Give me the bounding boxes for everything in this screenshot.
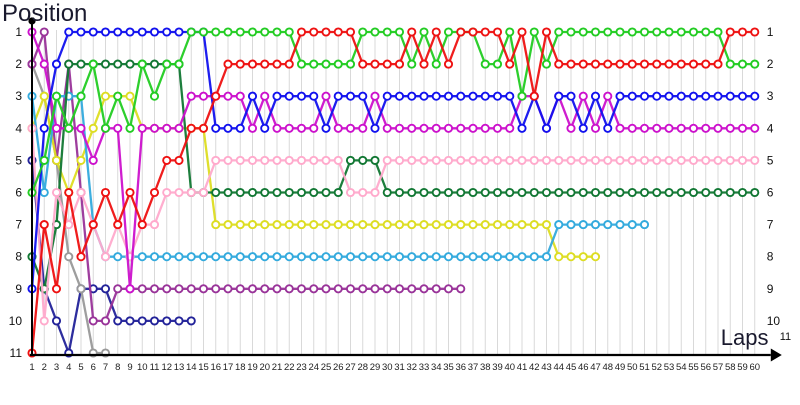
svg-text:3: 3 [767,89,774,103]
svg-text:6: 6 [91,362,96,373]
svg-text:15: 15 [198,362,209,373]
svg-text:29: 29 [370,362,381,373]
svg-text:19: 19 [247,362,258,373]
svg-text:7: 7 [103,362,108,373]
svg-text:23: 23 [296,362,307,373]
svg-text:37: 37 [468,362,479,373]
svg-text:10: 10 [137,362,148,373]
svg-text:18: 18 [235,362,246,373]
svg-text:45: 45 [566,362,577,373]
svg-text:39: 39 [492,362,503,373]
svg-text:57: 57 [713,362,724,373]
svg-text:7: 7 [15,218,22,232]
svg-text:1: 1 [29,362,34,373]
svg-text:6: 6 [767,186,774,200]
svg-text:11: 11 [150,362,160,373]
svg-text:13: 13 [174,362,185,373]
svg-text:33: 33 [419,362,430,373]
svg-text:55: 55 [688,362,699,373]
svg-text:46: 46 [578,362,589,373]
svg-text:35: 35 [443,362,454,373]
svg-text:31: 31 [394,362,405,373]
svg-text:2: 2 [15,57,22,71]
svg-text:38: 38 [480,362,491,373]
svg-text:21: 21 [272,362,283,373]
svg-text:5: 5 [78,362,83,373]
svg-text:48: 48 [602,362,613,373]
svg-text:10: 10 [767,314,781,328]
svg-text:5: 5 [767,153,774,167]
svg-text:59: 59 [737,362,748,373]
svg-text:22: 22 [284,362,295,373]
svg-text:27: 27 [345,362,356,373]
svg-text:Laps: Laps [721,325,769,350]
svg-text:26: 26 [333,362,344,373]
svg-text:3: 3 [54,362,59,373]
svg-text:5: 5 [15,153,22,167]
svg-text:4: 4 [767,121,774,135]
svg-text:1: 1 [15,25,22,39]
svg-text:52: 52 [651,362,662,373]
svg-text:30: 30 [382,362,393,373]
svg-text:9: 9 [767,282,774,296]
svg-text:14: 14 [186,362,197,373]
svg-text:34: 34 [431,362,442,373]
svg-text:43: 43 [541,362,552,373]
svg-text:47: 47 [590,362,601,373]
svg-text:1: 1 [767,25,774,39]
svg-text:32: 32 [406,362,417,373]
svg-text:12: 12 [161,362,172,373]
svg-text:6: 6 [15,186,22,200]
svg-text:51: 51 [639,362,650,373]
svg-text:60: 60 [749,362,760,373]
svg-text:11: 11 [10,346,23,360]
svg-text:8: 8 [15,250,22,264]
svg-text:3: 3 [15,89,22,103]
svg-text:8: 8 [767,250,774,264]
svg-text:40: 40 [504,362,515,373]
svg-text:17: 17 [223,362,234,373]
svg-text:25: 25 [321,362,332,373]
svg-text:2: 2 [42,362,47,373]
svg-text:56: 56 [700,362,711,373]
svg-text:9: 9 [127,362,132,373]
svg-text:10: 10 [9,314,23,328]
svg-text:8: 8 [115,362,120,373]
svg-text:44: 44 [553,362,564,373]
svg-text:9: 9 [15,282,22,296]
svg-text:50: 50 [627,362,638,373]
svg-text:41: 41 [517,362,528,373]
svg-text:7: 7 [767,218,774,232]
svg-text:4: 4 [66,362,71,373]
svg-text:54: 54 [676,362,687,373]
svg-text:24: 24 [308,362,319,373]
svg-text:20: 20 [259,362,270,373]
svg-text:53: 53 [664,362,675,373]
svg-text:4: 4 [15,121,22,135]
svg-text:28: 28 [357,362,368,373]
svg-text:58: 58 [725,362,736,373]
svg-text:Position: Position [2,0,87,27]
svg-text:42: 42 [529,362,540,373]
svg-text:49: 49 [615,362,626,373]
svg-text:2: 2 [767,57,774,71]
svg-text:16: 16 [210,362,221,373]
svg-text:36: 36 [455,362,466,373]
svg-text:11: 11 [780,331,791,343]
